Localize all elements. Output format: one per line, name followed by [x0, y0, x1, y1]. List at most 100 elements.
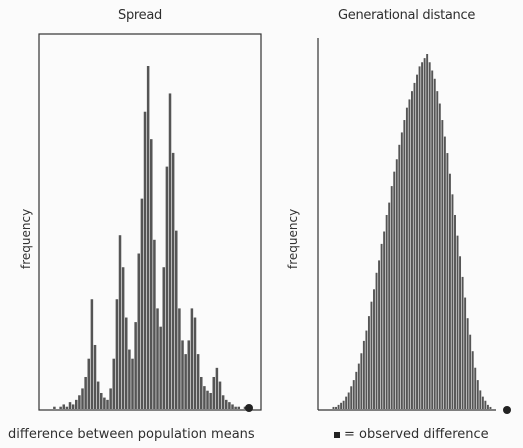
histogram-bar	[221, 395, 225, 409]
histogram-bar	[71, 404, 75, 409]
histogram-bar	[393, 171, 396, 409]
histogram-bar	[181, 340, 184, 409]
histogram-bar	[340, 402, 343, 409]
histogram-bar	[62, 404, 66, 409]
histogram-bar	[395, 159, 398, 409]
histogram-bar	[168, 93, 172, 409]
histogram-bar	[373, 289, 375, 409]
histogram-bar	[65, 406, 69, 409]
histogram-bar	[347, 392, 350, 409]
histogram-bar	[390, 186, 393, 409]
histogram-bar	[474, 367, 477, 409]
histogram-bar	[418, 66, 421, 409]
histogram-bar	[451, 194, 454, 409]
histogram-bar	[103, 397, 106, 409]
histogram-bar	[81, 388, 84, 409]
histogram-bar	[378, 260, 381, 409]
histogram-bar	[200, 376, 203, 409]
histogram-bar	[342, 400, 345, 409]
histogram-bar	[53, 406, 56, 409]
histogram-bar	[350, 386, 353, 409]
histogram-bar	[423, 58, 426, 409]
histogram-bar	[84, 376, 87, 409]
histogram-bar	[388, 202, 391, 409]
histogram-bar	[367, 316, 370, 409]
histogram-bar	[332, 406, 335, 409]
histogram-bar	[212, 376, 216, 409]
observed-marker-right	[503, 406, 511, 414]
histogram-bar	[143, 111, 147, 409]
observed-marker-left	[245, 404, 253, 412]
histogram-bar	[413, 82, 416, 410]
chart-title-generational: Generational distance	[338, 8, 476, 23]
histogram-bar	[225, 399, 228, 409]
histogram-bar	[140, 198, 144, 409]
histogram-bar	[134, 322, 137, 409]
histogram-bar	[400, 132, 403, 409]
histogram-bar	[209, 392, 212, 409]
histogram-bar	[150, 139, 153, 410]
histogram-bar	[421, 62, 424, 409]
histogram-bar	[118, 235, 122, 409]
histogram-bar	[187, 340, 191, 409]
histogram-bar	[428, 62, 431, 409]
histogram-bar	[68, 402, 72, 409]
histogram-bar	[165, 166, 169, 409]
histogram-bar	[125, 317, 128, 409]
histogram-bar	[385, 214, 388, 409]
histogram-bar	[196, 354, 200, 409]
left-histogram-bars	[53, 66, 247, 410]
histogram-bar	[443, 136, 446, 409]
histogram-bar	[441, 120, 444, 410]
histogram-bar	[237, 406, 241, 409]
x-axis-caption-left: difference between population means	[8, 427, 255, 442]
histogram-bar	[345, 396, 348, 409]
histogram-bar	[218, 381, 222, 409]
histogram-bar	[115, 299, 119, 409]
histogram-bar	[433, 78, 436, 410]
histogram-bar	[146, 66, 150, 409]
histogram-bar	[365, 330, 368, 409]
histogram-bar	[121, 267, 125, 409]
histogram-bar	[106, 399, 109, 409]
histogram-bar	[128, 349, 131, 409]
histogram-bar	[357, 363, 360, 409]
histogram-bar	[153, 239, 156, 409]
histogram-bar	[461, 276, 464, 409]
histogram-bar	[426, 54, 429, 409]
histogram-bar	[215, 367, 219, 409]
left-panel-frame	[38, 33, 262, 411]
histogram-bar	[469, 334, 472, 409]
histogram-bar	[411, 91, 413, 410]
histogram-bar	[456, 235, 459, 409]
legend-observed-label: = observed difference	[344, 427, 489, 442]
histogram-bar	[156, 308, 159, 409]
histogram-bar	[231, 404, 234, 409]
histogram-bar	[484, 400, 487, 409]
histogram-bar	[109, 388, 112, 409]
histogram-bar	[448, 173, 451, 409]
histogram-bar	[112, 358, 116, 409]
histogram-bar	[228, 402, 231, 409]
histogram-bar	[403, 120, 406, 410]
histogram-bar	[93, 344, 97, 409]
histogram-bar	[193, 317, 197, 409]
histogram-bar	[352, 380, 355, 409]
histogram-bar	[355, 371, 358, 409]
histogram-bar	[362, 340, 365, 409]
histogram-bar	[471, 351, 474, 409]
histogram-bar	[75, 399, 78, 409]
histogram-bar	[87, 358, 91, 409]
chart-title-spread: Spread	[118, 8, 162, 23]
histogram-bar	[96, 381, 100, 409]
histogram-bar	[464, 297, 467, 409]
histogram-bar	[337, 404, 340, 409]
histogram-bar	[335, 406, 337, 409]
histogram-bar	[459, 256, 462, 409]
histogram-bar	[383, 231, 386, 409]
histogram-bar	[380, 243, 383, 409]
histogram-bar	[398, 144, 401, 409]
histogram-bar	[234, 406, 237, 409]
histogram-bar	[171, 152, 175, 409]
